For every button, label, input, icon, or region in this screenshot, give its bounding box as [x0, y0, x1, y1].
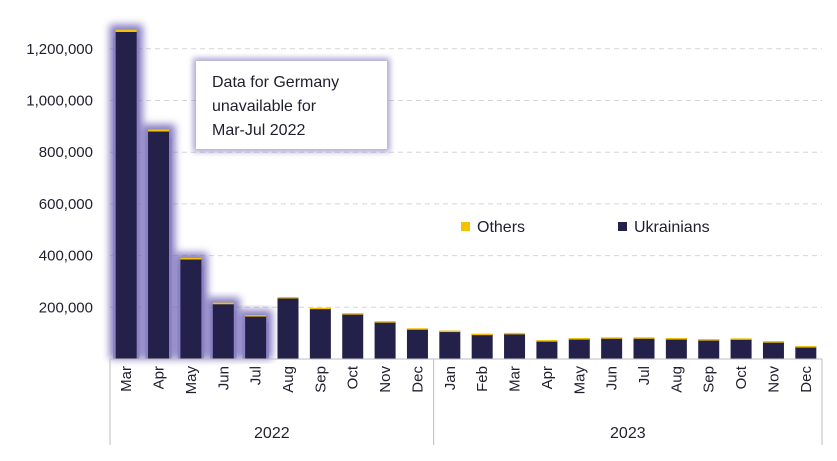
legend: Others Ukrainians [461, 219, 710, 236]
bar-ukrainians [277, 297, 299, 359]
bar-others [180, 257, 202, 260]
y-tick-label: 400,000 [39, 248, 93, 265]
bar-ukrainians [180, 259, 202, 359]
bar-others [601, 337, 623, 339]
x-tick-label: May [571, 366, 588, 395]
x-tick-label: Nov [377, 366, 394, 393]
bar-others [471, 333, 493, 336]
legend-swatch [618, 222, 627, 231]
x-tick-label: Oct [345, 365, 362, 389]
legend-label: Ukrainians [634, 219, 710, 236]
bar-others [277, 296, 299, 299]
x-tick-label: Sep [701, 366, 718, 393]
bar-others [665, 338, 687, 340]
x-axis-labels: Mar Apr May Jun Jul Aug Sep Oct Nov Dec Jan Feb Mar A… [118, 365, 815, 394]
bar-others [212, 302, 234, 305]
bar-ukrainians [665, 338, 687, 359]
bar-ukrainians [245, 316, 267, 359]
bar-ukrainians [601, 337, 623, 359]
bar-ukrainians [568, 338, 590, 359]
annotation-line: Data for Germany [212, 74, 339, 91]
bar-others [148, 129, 170, 132]
x-tick-label: Jul [248, 366, 265, 385]
bar-ukrainians [504, 333, 526, 359]
legend-swatch [461, 222, 470, 231]
x-tick-label: Feb [474, 366, 491, 392]
x-tick-label: Mar [118, 366, 135, 392]
y-tick-label: 800,000 [39, 144, 93, 161]
year-label: 2023 [610, 425, 646, 442]
bar-others [762, 341, 784, 343]
bars [115, 29, 817, 360]
bar-ukrainians [633, 337, 655, 359]
x-tick-label: Dec [409, 366, 426, 393]
x-tick-label: Nov [765, 366, 782, 393]
x-tick-label: Jun [215, 366, 232, 390]
y-axis-ticks: 200,000 400,000 600,000 800,000 1,000,000 1,2… [26, 41, 93, 316]
legend-label: Others [477, 219, 525, 236]
bar-ukrainians [374, 321, 396, 359]
bar-others [633, 337, 655, 339]
bar-ukrainians [212, 304, 234, 359]
bar-others [374, 321, 396, 323]
bar-others [730, 338, 752, 340]
bar-ukrainians [342, 313, 364, 359]
annotation-box: Data for Germany unavailable for Mar-Jul 2… [193, 58, 390, 152]
bar-others [115, 29, 137, 32]
x-tick-label: Dec [798, 366, 815, 393]
y-tick-label: 1,000,000 [26, 93, 93, 110]
bar-others [504, 332, 526, 335]
x-tick-label: Sep [312, 366, 329, 393]
bar-ukrainians [698, 339, 720, 359]
y-tick-label: 1,200,000 [26, 41, 93, 58]
bar-others [439, 330, 461, 333]
x-tick-label: Aug [668, 366, 685, 393]
bar-others [536, 340, 558, 342]
bar-ukrainians [115, 31, 137, 360]
year-label: 2022 [254, 425, 290, 442]
x-tick-label: Jun [604, 366, 621, 390]
year-labels: 2022 2023 [254, 425, 646, 442]
x-tick-label: Oct [733, 365, 750, 389]
bar-ukrainians [762, 341, 784, 359]
y-tick-label: 600,000 [39, 196, 93, 213]
bar-ukrainians [148, 131, 170, 359]
x-tick-label: Apr [151, 366, 168, 389]
bar-ukrainians [795, 346, 817, 359]
x-tick-label: Aug [280, 366, 297, 393]
annotation-line: unavailable for [212, 98, 317, 115]
bar-ukrainians [536, 340, 558, 359]
x-tick-label: Apr [539, 366, 556, 389]
bar-others [795, 346, 817, 348]
bar-others [568, 338, 590, 340]
y-tick-label: 200,000 [39, 299, 93, 316]
bar-others [406, 328, 428, 330]
bar-ukrainians [471, 333, 493, 359]
x-tick-label: May [183, 366, 200, 395]
x-axis [109, 358, 823, 445]
bar-others [698, 339, 720, 341]
bar-ukrainians [439, 330, 461, 359]
x-tick-label: Mar [507, 366, 524, 392]
x-tick-label: Jul [636, 366, 653, 385]
bar-ukrainians [730, 338, 752, 359]
bar-ukrainians [406, 328, 428, 359]
gridlines [110, 48, 822, 308]
bar-others [309, 307, 331, 310]
bar-others [245, 315, 267, 317]
bar-others [342, 313, 364, 315]
annotation-background [196, 61, 387, 149]
annotation-line: Mar-Jul 2022 [212, 122, 305, 139]
x-tick-label: Jan [442, 366, 459, 390]
bar-ukrainians [309, 308, 331, 359]
